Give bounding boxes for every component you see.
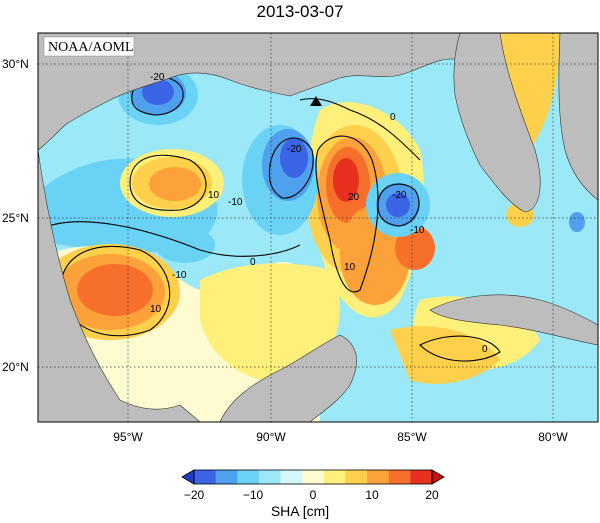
eddy-east-cold-core <box>386 193 410 217</box>
colorbar-ticks: −20 −10 0 10 20 <box>184 488 439 502</box>
colorbar-left-arrow <box>181 469 195 485</box>
contour-10-central <box>129 154 207 211</box>
land-us-gulf-coast <box>38 33 461 151</box>
contour-label: 20 <box>348 192 360 203</box>
eddy-west-warm-core <box>77 264 153 316</box>
colorbar-block <box>345 470 368 484</box>
contour-label: -20 <box>287 144 302 155</box>
colorbar-block <box>215 470 238 484</box>
colorbar-blocks <box>194 470 433 484</box>
contour-label: 10 <box>150 304 162 315</box>
contour-label: 0 <box>390 112 396 123</box>
field-yellow-south <box>200 263 340 382</box>
contour-0-caribbean <box>419 335 501 362</box>
colorbar-block <box>367 470 390 484</box>
lon-label: 95°W <box>113 430 143 444</box>
map-frame <box>37 32 599 423</box>
colorbar-block <box>323 470 346 484</box>
contour-label: -20 <box>150 72 165 83</box>
eddy-central-warm-core <box>149 167 201 201</box>
lat-label: 20°N <box>2 360 29 374</box>
eddy-central-cold-core <box>280 138 308 178</box>
contour-label: 10 <box>208 190 220 201</box>
colorbar-block <box>410 470 433 484</box>
loop-warm-core <box>333 158 359 202</box>
contour-0-north <box>299 98 421 161</box>
contour-label: 0 <box>482 344 488 355</box>
colorbar-tick: 20 <box>425 488 439 502</box>
station-triangle-marker <box>310 96 322 106</box>
colorbar-block <box>258 470 282 484</box>
lon-label: 90°W <box>256 430 286 444</box>
credit-label: NOAA/AOML <box>48 40 134 55</box>
contour-lines <box>38 75 501 362</box>
sha-field: -20 -20 -20 -10 -10 -10 0 0 0 10 10 10 2… <box>38 33 598 422</box>
contour-10-loop <box>315 135 379 293</box>
colorbar-block <box>280 470 303 484</box>
land-florida <box>453 33 541 213</box>
lat-labels: 30°N 25°N 20°N <box>2 57 29 374</box>
colorbar-block <box>388 470 411 484</box>
colorbar-tick: 10 <box>365 488 379 502</box>
lat-label: 25°N <box>2 211 29 225</box>
contour-10-west <box>59 245 171 337</box>
contour-label: -20 <box>392 190 407 201</box>
contour-label-group: -20 -20 -20 -10 -10 -10 0 0 0 10 10 10 2… <box>150 72 488 355</box>
field-orange-caribbean <box>390 326 500 384</box>
eddy-straits-cold <box>569 212 585 232</box>
land-mexico-west <box>38 149 201 422</box>
colorbar-label: SHA [cm] <box>270 503 330 519</box>
colorbar-block <box>237 470 260 484</box>
contour-label: -10 <box>228 197 243 208</box>
eddy-nw-cold-core <box>142 79 174 105</box>
graticule <box>38 33 598 422</box>
contour-m20-east <box>377 183 420 227</box>
eddy-yucatan-warm <box>395 226 435 270</box>
colorbar: −20 −10 0 10 20 <box>181 469 445 502</box>
land-cuba <box>429 294 598 346</box>
contour-label: -10 <box>410 225 425 236</box>
lon-label: 80°W <box>538 430 568 444</box>
lon-label: 85°W <box>397 430 427 444</box>
colorbar-right-arrow <box>431 469 445 485</box>
colorbar-frame <box>193 469 433 485</box>
eddy-west-cold-tongue <box>155 227 215 263</box>
colorbar-tick: 0 <box>310 488 317 502</box>
map-title: 2013-03-07 <box>256 2 344 21</box>
contour-label: -10 <box>172 270 187 281</box>
lon-labels: 95°W 90°W 85°W 80°W <box>113 430 568 444</box>
lat-label: 30°N <box>2 57 29 71</box>
land <box>38 33 598 422</box>
colorbar-block <box>302 470 325 484</box>
colorbar-tick: −20 <box>184 488 205 502</box>
colorbar-tick: −10 <box>243 488 264 502</box>
credit-box: NOAA/AOML <box>43 36 135 57</box>
land-yucatan <box>219 334 357 422</box>
contour-0-west <box>38 221 301 257</box>
contour-label: 10 <box>344 262 356 273</box>
colorbar-block <box>194 470 217 484</box>
contour-label: 0 <box>250 257 256 268</box>
land-atlantic-east <box>558 33 598 201</box>
